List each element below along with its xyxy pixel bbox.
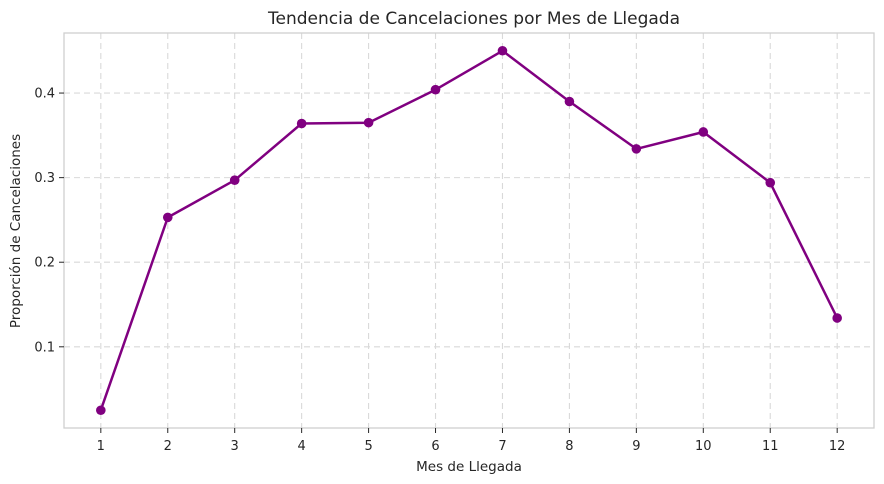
y-tick-label: 0.1: [34, 340, 55, 355]
data-point-3: [229, 175, 240, 185]
data-point-5: [363, 117, 374, 128]
x-tick-label: 2: [164, 439, 172, 454]
data-point-2: [162, 212, 173, 223]
data-point-12: [832, 313, 842, 323]
x-tick-label: 4: [298, 439, 306, 454]
data-point-1: [96, 405, 106, 416]
data-point-7: [497, 45, 508, 56]
x-tick-label: 6: [431, 439, 439, 454]
x-tick-label: 1: [97, 439, 105, 454]
data-point-4: [296, 118, 307, 129]
axis-ticks: 1 2 3 4 5 6 7 8 9 10 11 120.10.20.30.4: [34, 87, 845, 454]
data-point-10: [698, 127, 709, 137]
chart-title: Tendencia de Cancelaciones por Mes de Ll…: [267, 9, 680, 29]
plot-frame: [63, 32, 875, 429]
data-point-8: [564, 96, 575, 107]
data-point-11: [765, 177, 776, 188]
x-tick-label: 9: [632, 439, 640, 454]
x-tick-label: 3: [231, 439, 239, 454]
series-layer: [96, 45, 842, 416]
x-tick-label: 11: [762, 439, 779, 454]
x-tick-label: 8: [565, 439, 573, 454]
x-tick-label: 5: [364, 439, 372, 454]
x-tick-label: 7: [498, 439, 506, 454]
y-tick-label: 0.3: [34, 171, 55, 186]
y-tick-label: 0.2: [34, 256, 55, 271]
data-point-9: [631, 144, 642, 154]
data-point-6: [430, 84, 441, 95]
x-axis-label: Mes de Llegada: [416, 459, 522, 475]
y-tick-label: 0.4: [34, 87, 55, 102]
grid-lines: [64, 33, 874, 428]
y-axis-label: Proporción de Cancelaciones: [8, 134, 24, 328]
x-tick-label: 10: [695, 439, 712, 454]
x-tick-label: 12: [829, 439, 846, 454]
series-line-1: [99, 49, 839, 412]
